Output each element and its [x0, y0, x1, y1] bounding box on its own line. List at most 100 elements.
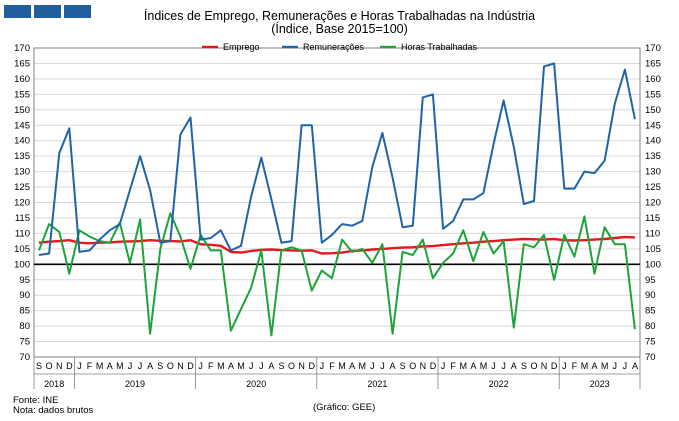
- x-month-label: D: [430, 361, 437, 371]
- x-month-label: S: [400, 361, 406, 371]
- x-month-label: A: [107, 361, 113, 371]
- x-month-label: F: [87, 361, 93, 371]
- x-month-label: N: [56, 361, 63, 371]
- y-tick-label-right: 130: [645, 167, 661, 178]
- x-month-label: N: [541, 361, 548, 371]
- x-month-label: A: [511, 361, 517, 371]
- x-month-label: O: [288, 361, 295, 371]
- y-tick-label-left: 165: [14, 58, 30, 69]
- y-tick-label-left: 120: [14, 198, 30, 209]
- y-tick-label-right: 145: [645, 120, 661, 131]
- x-month-label: S: [157, 361, 163, 371]
- y-tick-label-right: 120: [645, 198, 661, 209]
- legend-emprego-label: Emprego: [223, 42, 260, 52]
- x-month-label: J: [77, 361, 82, 371]
- y-tick-label-right: 95: [645, 275, 656, 286]
- x-month-label: J: [380, 361, 385, 371]
- x-month-label: F: [572, 361, 578, 371]
- y-tick-label-left: 135: [14, 151, 30, 162]
- x-month-label: M: [217, 361, 225, 371]
- y-tick-label-right: 150: [645, 105, 661, 116]
- y-tick-label-left: 150: [14, 105, 30, 116]
- x-month-label: O: [530, 361, 537, 371]
- y-tick-label-left: 140: [14, 136, 30, 147]
- x-month-label: O: [167, 361, 174, 371]
- y-tick-label-left: 80: [19, 321, 30, 332]
- legend-remuneracoes-label: Remunerações: [303, 42, 365, 52]
- y-tick-label-right: 135: [645, 151, 661, 162]
- y-tick-label-left: 110: [15, 228, 30, 239]
- x-month-label: M: [480, 361, 488, 371]
- x-month-label: M: [460, 361, 468, 371]
- x-month-label: M: [359, 361, 367, 371]
- x-month-label: S: [278, 361, 284, 371]
- x-month-label: S: [36, 361, 42, 371]
- x-month-label: D: [66, 361, 73, 371]
- y-tick-label-right: 100: [645, 259, 661, 270]
- y-tick-label-left: 125: [14, 182, 30, 193]
- x-month-label: J: [198, 361, 203, 371]
- remuneracoes-line: [38, 62, 636, 256]
- x-month-label: D: [551, 361, 558, 371]
- x-month-label: A: [470, 361, 476, 371]
- y-tick-label-left: 100: [14, 259, 30, 270]
- chart-title: Índices de Emprego, Remunerações e Horas…: [143, 9, 536, 23]
- y-tick-label-left: 105: [14, 244, 30, 255]
- y-tick-label-right: 170: [645, 43, 661, 54]
- y-tick-label-right: 140: [645, 136, 661, 147]
- brand-logo: [4, 5, 91, 18]
- emprego-line: [38, 235, 635, 255]
- x-month-label: O: [46, 361, 53, 371]
- chart-credit: (Gráfico: GEE): [313, 402, 376, 413]
- x-month-label: M: [116, 361, 124, 371]
- y-tick-label-right: 110: [645, 228, 660, 239]
- y-tick-label-right: 160: [645, 74, 661, 85]
- x-month-label: M: [96, 361, 104, 371]
- y-tick-label-right: 85: [645, 306, 656, 317]
- x-year-label: 2021: [367, 379, 387, 389]
- x-month-label: O: [409, 361, 416, 371]
- x-month-label: N: [420, 361, 427, 371]
- y-tick-label-left: 85: [19, 306, 30, 317]
- plot-frame: [33, 47, 641, 358]
- x-year-label: 2020: [246, 379, 266, 389]
- x-month-label: N: [177, 361, 184, 371]
- y-tick-label-left: 170: [14, 43, 30, 54]
- x-month-label: A: [349, 361, 355, 371]
- y-tick-label-right: 115: [645, 213, 660, 224]
- x-month-label: J: [441, 361, 446, 371]
- x-month-label: J: [370, 361, 375, 371]
- x-month-label: F: [208, 361, 214, 371]
- y-tick-label-left: 115: [15, 213, 30, 224]
- y-tick-label-right: 70: [645, 352, 656, 363]
- x-month-label: J: [128, 361, 133, 371]
- x-month-label: J: [623, 361, 628, 371]
- y-tick-label-left: 75: [19, 337, 30, 348]
- y-tick-label-right: 125: [645, 182, 661, 193]
- x-month-label: J: [501, 361, 506, 371]
- y-tick-label-right: 75: [645, 337, 656, 348]
- y-tick-label-left: 160: [14, 74, 30, 85]
- x-year-label: 2018: [44, 379, 64, 389]
- x-month-label: F: [329, 361, 335, 371]
- x-month-label: A: [228, 361, 234, 371]
- x-month-label: M: [237, 361, 245, 371]
- x-month-label: J: [259, 361, 264, 371]
- x-month-label: A: [592, 361, 598, 371]
- x-month-label: A: [390, 361, 396, 371]
- x-month-label: J: [138, 361, 143, 371]
- y-tick-label-left: 90: [19, 290, 30, 301]
- chart-subtitle: (Índice, Base 2015=100): [271, 22, 408, 36]
- x-month-label: M: [601, 361, 609, 371]
- x-month-label: A: [147, 361, 153, 371]
- x-month-label: A: [268, 361, 274, 371]
- x-month-label: M: [581, 361, 589, 371]
- y-tick-label-right: 105: [645, 244, 661, 255]
- x-month-label: J: [562, 361, 567, 371]
- y-tick-label-left: 130: [14, 167, 30, 178]
- x-month-label: N: [298, 361, 305, 371]
- y-tick-label-right: 90: [645, 290, 656, 301]
- source-note: Fonte: INE: [13, 395, 59, 406]
- x-month-label: D: [309, 361, 316, 371]
